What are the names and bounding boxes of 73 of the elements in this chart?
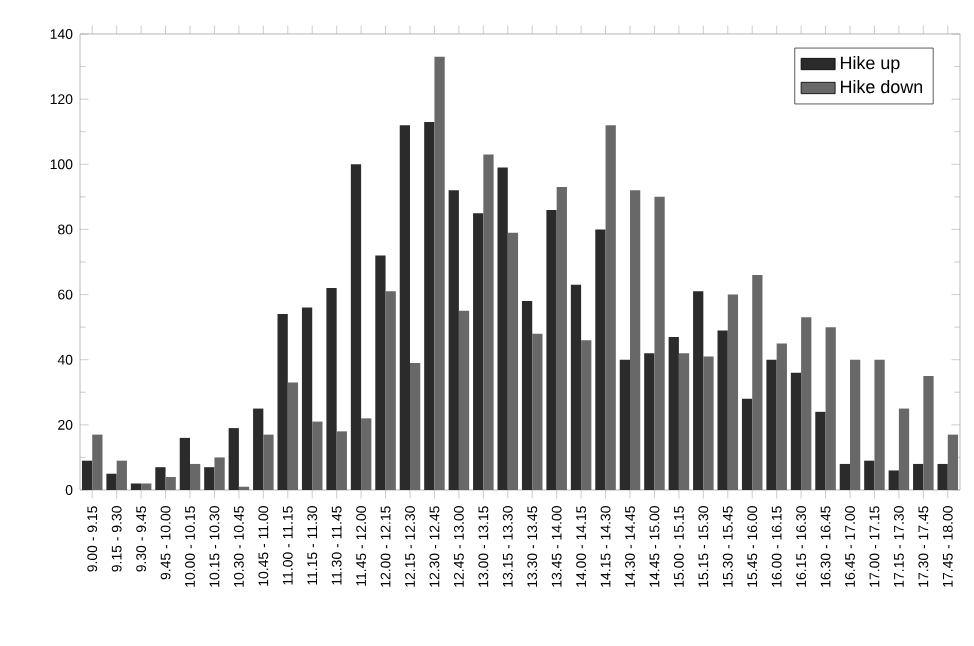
bar [385,291,396,490]
bar [801,317,812,490]
bar [106,473,117,490]
bar [825,327,836,490]
bar [752,275,763,490]
bar [204,467,215,490]
bar [253,408,264,490]
bar [556,187,567,490]
bar [350,164,362,490]
bar [888,470,899,490]
bar [630,190,641,490]
bar [839,463,850,490]
bar [92,434,103,490]
bar [898,408,910,490]
bar [776,343,787,490]
bar [448,190,459,490]
bar [644,353,655,490]
bar [458,310,470,490]
bar [937,463,948,490]
bar [141,483,152,490]
bar [116,460,127,490]
bar [312,421,323,490]
bar [214,457,225,490]
bar [815,411,826,490]
bar [619,359,630,490]
bar [678,353,690,490]
bar [546,209,557,490]
bar [155,467,166,490]
bar [766,359,777,490]
legend-label: Hike up [840,56,900,73]
bar [850,359,861,490]
bar [595,229,606,490]
bar [326,288,337,490]
bar [913,463,924,490]
bar [790,372,802,490]
bar [741,398,753,490]
bar [864,460,875,490]
bar [654,196,665,490]
bar [399,125,410,490]
bar [532,333,543,490]
bar [190,463,201,490]
bar [473,213,484,490]
bar [179,437,190,490]
bar [507,232,519,490]
bar [361,418,372,490]
bar [375,255,386,490]
bar [947,434,959,490]
bar [570,284,582,490]
bar [521,301,533,490]
bar [693,291,704,490]
bar [336,431,347,490]
bar [727,294,739,490]
bar [165,476,176,490]
legend-label: Hike down [840,79,923,94]
bar [874,359,885,490]
bar [287,382,299,490]
bar [923,376,934,490]
bar [717,330,728,490]
bar [434,56,445,490]
bar [263,434,274,490]
bar [410,362,421,490]
bar [130,483,142,490]
bar [277,314,288,490]
bar [703,356,714,490]
bar [424,121,435,490]
bar [81,460,93,490]
bar [668,336,679,490]
bar [228,428,239,490]
bar [301,307,313,490]
bar [605,125,616,490]
bar [497,167,508,490]
bar [581,340,592,490]
bar [483,154,494,490]
